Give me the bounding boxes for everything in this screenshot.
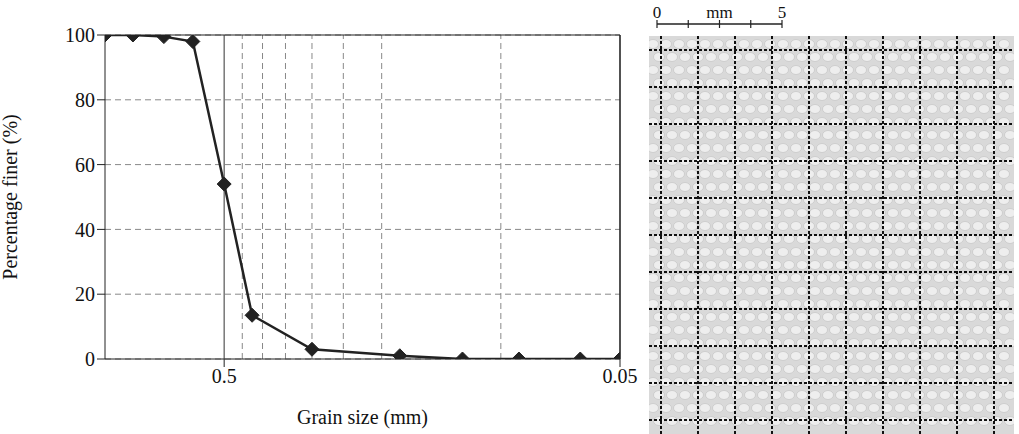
svg-text:100: 100 [65, 24, 95, 46]
svg-text:0: 0 [85, 348, 95, 370]
svg-text:80: 80 [75, 89, 95, 111]
svg-text:Grain size (mm): Grain size (mm) [297, 406, 428, 429]
svg-text:0: 0 [653, 3, 662, 22]
svg-text:0.5: 0.5 [212, 365, 237, 387]
svg-text:Percentage finer (%): Percentage finer (%) [0, 114, 22, 279]
svg-text:40: 40 [75, 219, 95, 241]
svg-text:5: 5 [778, 3, 787, 22]
svg-text:60: 60 [75, 154, 95, 176]
svg-text:mm: mm [706, 3, 732, 22]
svg-text:0.05: 0.05 [603, 365, 638, 387]
svg-text:20: 20 [75, 283, 95, 305]
